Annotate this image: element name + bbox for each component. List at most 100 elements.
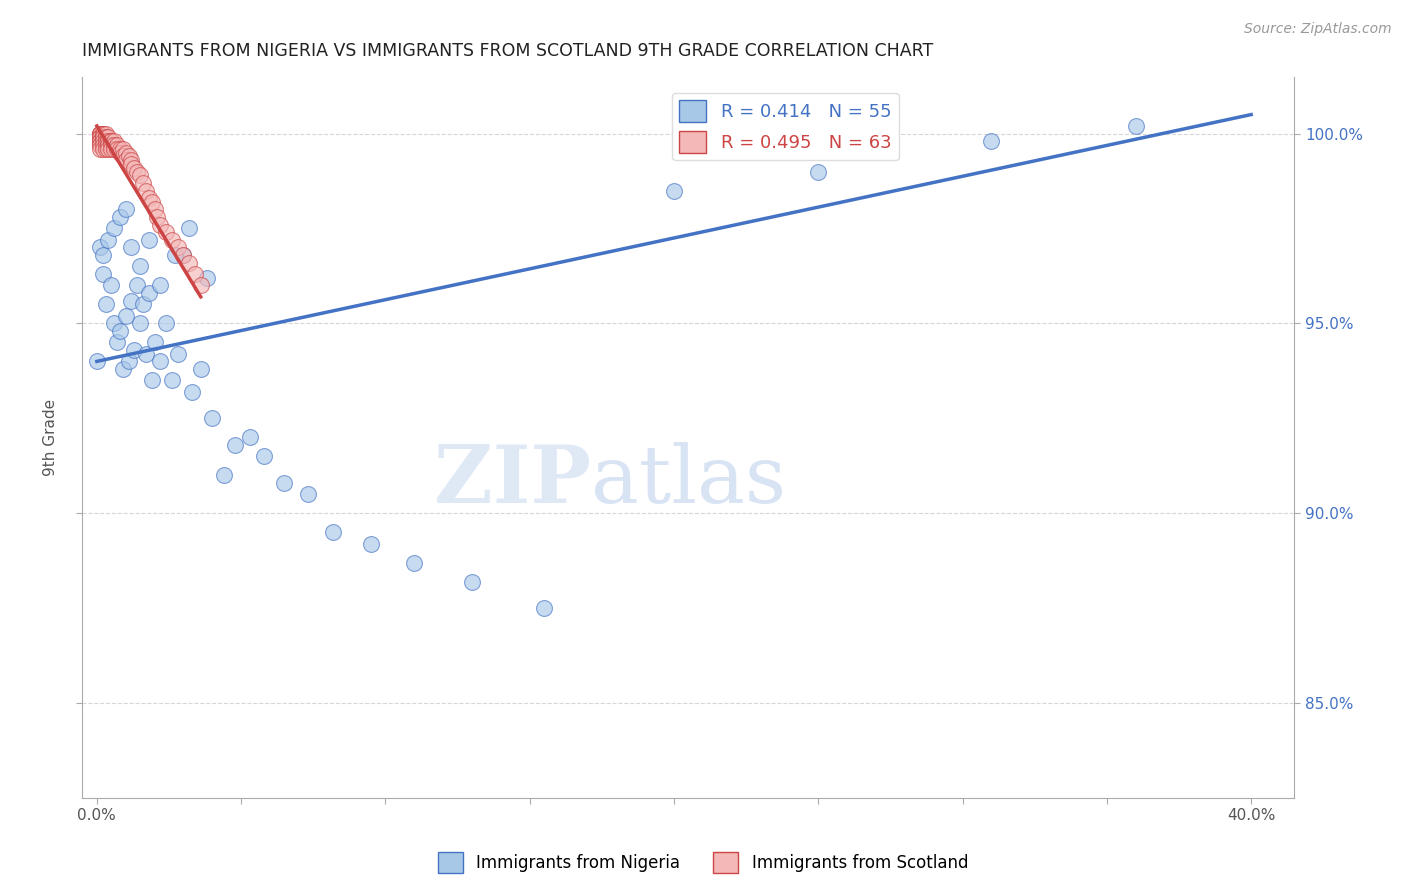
Point bbox=[461, 574, 484, 589]
Point bbox=[103, 221, 125, 235]
Point bbox=[163, 248, 186, 262]
Point bbox=[239, 430, 262, 444]
Point bbox=[91, 137, 114, 152]
Point bbox=[124, 161, 146, 175]
Point bbox=[117, 354, 139, 368]
Point bbox=[89, 127, 111, 141]
Point bbox=[129, 260, 152, 274]
Point bbox=[97, 130, 120, 145]
Point bbox=[141, 373, 163, 387]
Point bbox=[179, 221, 201, 235]
Point bbox=[103, 137, 125, 152]
Point bbox=[273, 475, 295, 490]
Point bbox=[91, 142, 114, 156]
Point bbox=[111, 149, 134, 163]
Point bbox=[91, 134, 114, 148]
Point bbox=[91, 267, 114, 281]
Point bbox=[114, 202, 136, 217]
Point bbox=[360, 536, 382, 550]
Point bbox=[141, 194, 163, 209]
Point bbox=[146, 210, 169, 224]
Point bbox=[1125, 119, 1147, 133]
Point bbox=[91, 130, 114, 145]
Point bbox=[190, 362, 212, 376]
Point bbox=[86, 354, 108, 368]
Point bbox=[91, 248, 114, 262]
Point bbox=[172, 248, 194, 262]
Point bbox=[149, 278, 172, 293]
Point bbox=[108, 145, 131, 160]
Point bbox=[114, 145, 136, 160]
Point bbox=[89, 134, 111, 148]
Point bbox=[94, 297, 117, 311]
Point bbox=[100, 137, 122, 152]
Point bbox=[89, 130, 111, 145]
Point bbox=[155, 317, 177, 331]
Point bbox=[89, 137, 111, 152]
Point bbox=[89, 137, 111, 152]
Point bbox=[179, 255, 201, 269]
Legend: R = 0.414   N = 55, R = 0.495   N = 63: R = 0.414 N = 55, R = 0.495 N = 63 bbox=[672, 93, 898, 161]
Point bbox=[129, 169, 152, 183]
Point bbox=[103, 142, 125, 156]
Point bbox=[149, 354, 172, 368]
Point bbox=[181, 384, 204, 399]
Point bbox=[980, 134, 1002, 148]
Point bbox=[94, 137, 117, 152]
Point bbox=[100, 278, 122, 293]
Point bbox=[105, 142, 128, 156]
Point bbox=[89, 134, 111, 148]
Point bbox=[322, 525, 344, 540]
Y-axis label: 9th Grade: 9th Grade bbox=[44, 399, 58, 476]
Point bbox=[100, 134, 122, 148]
Point bbox=[160, 233, 183, 247]
Point bbox=[91, 127, 114, 141]
Point bbox=[135, 184, 157, 198]
Point bbox=[224, 438, 246, 452]
Point bbox=[195, 270, 218, 285]
Point bbox=[155, 225, 177, 239]
Point bbox=[94, 127, 117, 141]
Point bbox=[212, 468, 235, 483]
Point bbox=[121, 240, 143, 254]
Point bbox=[166, 240, 188, 254]
Point bbox=[100, 142, 122, 156]
Point bbox=[100, 134, 122, 148]
Point bbox=[89, 142, 111, 156]
Point bbox=[114, 153, 136, 168]
Point bbox=[129, 317, 152, 331]
Point bbox=[132, 176, 155, 190]
Point bbox=[89, 240, 111, 254]
Point bbox=[533, 601, 555, 615]
Point bbox=[124, 343, 146, 357]
Point bbox=[89, 127, 111, 141]
Point bbox=[172, 248, 194, 262]
Point bbox=[108, 142, 131, 156]
Point bbox=[404, 556, 426, 570]
Point bbox=[91, 130, 114, 145]
Point bbox=[143, 335, 166, 350]
Text: Source: ZipAtlas.com: Source: ZipAtlas.com bbox=[1244, 22, 1392, 37]
Text: IMMIGRANTS FROM NIGERIA VS IMMIGRANTS FROM SCOTLAND 9TH GRADE CORRELATION CHART: IMMIGRANTS FROM NIGERIA VS IMMIGRANTS FR… bbox=[83, 42, 934, 60]
Point bbox=[97, 142, 120, 156]
Point bbox=[121, 157, 143, 171]
Point bbox=[105, 137, 128, 152]
Point bbox=[138, 233, 160, 247]
Point bbox=[190, 278, 212, 293]
Point bbox=[201, 411, 224, 425]
Point bbox=[135, 347, 157, 361]
Text: ZIP: ZIP bbox=[434, 442, 592, 520]
Point bbox=[184, 267, 207, 281]
Point bbox=[97, 233, 120, 247]
Point bbox=[94, 130, 117, 145]
Point bbox=[662, 184, 685, 198]
Point bbox=[143, 202, 166, 217]
Point bbox=[149, 218, 172, 232]
Point bbox=[297, 487, 319, 501]
Point bbox=[117, 149, 139, 163]
Point bbox=[114, 309, 136, 323]
Legend: Immigrants from Nigeria, Immigrants from Scotland: Immigrants from Nigeria, Immigrants from… bbox=[432, 846, 974, 880]
Point bbox=[160, 373, 183, 387]
Point bbox=[105, 335, 128, 350]
Point bbox=[111, 362, 134, 376]
